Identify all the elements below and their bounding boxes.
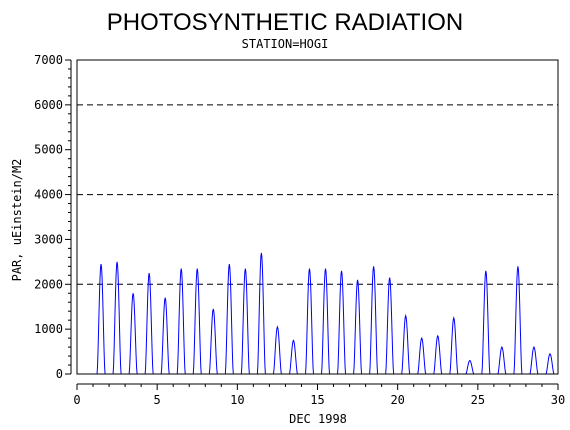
y-tick-label: 6000 bbox=[34, 98, 63, 112]
y-tick-label: 4000 bbox=[34, 188, 63, 202]
series-layer bbox=[93, 252, 557, 375]
y-tick-label: 7000 bbox=[34, 53, 63, 67]
x-tick-label: 10 bbox=[230, 393, 244, 407]
x-tick-label: 20 bbox=[390, 393, 404, 407]
y-axis-label: PAR, uEinstein/M2 bbox=[10, 159, 24, 282]
x-tick-label: 30 bbox=[551, 393, 565, 407]
chart-subtitle: STATION=HOGI bbox=[242, 37, 329, 51]
x-tick-label: 0 bbox=[73, 393, 80, 407]
y-tick-label: 1000 bbox=[34, 322, 63, 336]
x-axis-label: DEC 1998 bbox=[289, 412, 347, 426]
plot-frame bbox=[76, 59, 559, 375]
y-tick-label: 5000 bbox=[34, 143, 63, 157]
reference-lines bbox=[77, 104, 558, 285]
x-tick-label: 15 bbox=[310, 393, 324, 407]
y-tick-label: 0 bbox=[56, 367, 63, 381]
axes: 0 5 10 15 20 25 30 0 1000 2000 3000 4000 5000 6000 700… bbox=[34, 53, 565, 407]
y-tick-label: 2000 bbox=[34, 277, 63, 291]
x-tick-label: 5 bbox=[154, 393, 161, 407]
series-line bbox=[93, 252, 557, 375]
y-tick-label: 3000 bbox=[34, 232, 63, 246]
x-tick-label: 25 bbox=[471, 393, 485, 407]
chart-title: PHOTOSYNTHETIC RADIATION bbox=[107, 9, 463, 36]
